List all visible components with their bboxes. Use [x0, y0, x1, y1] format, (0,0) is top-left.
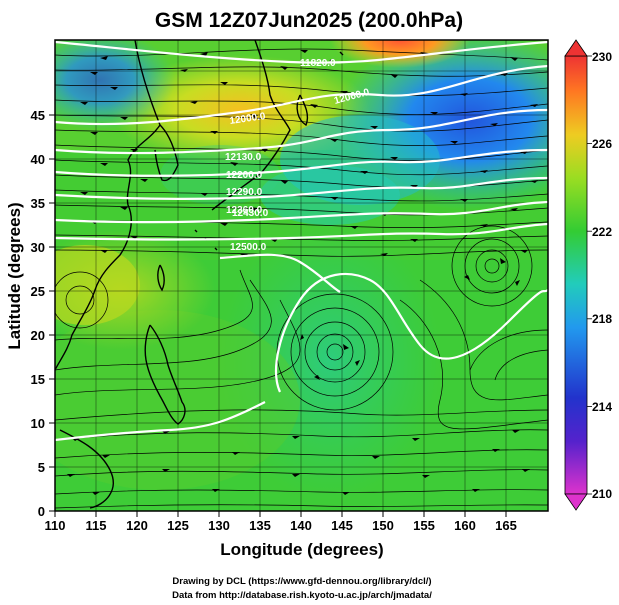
- contour-label: 11820.0: [300, 58, 336, 69]
- x-tick-label: 145: [331, 518, 353, 533]
- colorbar-bottom-arrow: [564, 493, 588, 511]
- y-tick-label: 5: [38, 460, 45, 475]
- axis-ticks: [49, 114, 507, 517]
- contour-label: 12360.0: [226, 205, 263, 216]
- x-tick-label: 115: [86, 518, 107, 533]
- y-tick-labels: 0 5 10 15 20 25 30 35 40 45: [31, 108, 45, 519]
- y-tick-label: 20: [31, 328, 45, 343]
- credit-line-1: Drawing by DCL (https://www.gfd-dennou.o…: [172, 576, 431, 587]
- contour-label: 12130.0: [225, 152, 262, 163]
- grid: [55, 40, 548, 511]
- height-contours: [55, 40, 548, 442]
- colorbar: 230 226 222 218 214 210: [564, 39, 612, 511]
- map-title: GSM 12Z07Jun2025 (200.0hPa): [155, 9, 463, 32]
- x-tick-label: 110: [45, 518, 66, 533]
- x-tick-label: 130: [208, 518, 230, 533]
- credit-line-2: Data from http://database.rish.kyoto-u.a…: [172, 590, 432, 601]
- y-tick-label: 0: [38, 504, 45, 519]
- x-tick-label: 160: [454, 518, 476, 533]
- x-tick-label: 155: [413, 518, 435, 533]
- colorbar-top-arrow: [564, 39, 588, 57]
- x-axis-title: Longitude (degrees): [220, 540, 383, 559]
- contour-label: 12000.0: [229, 111, 267, 127]
- colorbar-tick-label: 226: [592, 137, 612, 151]
- x-tick-label: 150: [372, 518, 394, 533]
- y-tick-label: 35: [31, 196, 45, 211]
- y-tick-label: 15: [31, 372, 45, 387]
- x-tick-labels: 110 115 120 125 130 135 140 145 150 155 …: [45, 518, 517, 533]
- colorbar-tick-label: 210: [592, 487, 612, 501]
- contour-label: 12200.0: [226, 170, 263, 181]
- y-tick-label: 45: [31, 108, 45, 123]
- colorbar-tick-label: 230: [592, 50, 612, 64]
- x-tick-label: 135: [249, 518, 271, 533]
- x-tick-label: 120: [126, 518, 148, 533]
- x-tick-label: 125: [167, 518, 189, 533]
- y-tick-label: 40: [31, 152, 45, 167]
- y-axis-title: Latitude (degrees): [5, 202, 24, 349]
- contour-label: 12430.0: [232, 208, 269, 219]
- x-tick-label: 165: [495, 518, 517, 533]
- y-tick-label: 10: [31, 416, 45, 431]
- contour-label: 12500.0: [230, 242, 267, 253]
- colorbar-tick-label: 214: [592, 400, 612, 414]
- x-tick-label: 140: [290, 518, 312, 533]
- contour-label: 12290.0: [226, 187, 263, 198]
- y-tick-label: 25: [31, 284, 45, 299]
- y-tick-label: 30: [31, 240, 45, 255]
- colorbar-tick-label: 222: [592, 225, 612, 239]
- colorbar-gradient: [564, 55, 588, 495]
- colorbar-tick-label: 218: [592, 312, 612, 326]
